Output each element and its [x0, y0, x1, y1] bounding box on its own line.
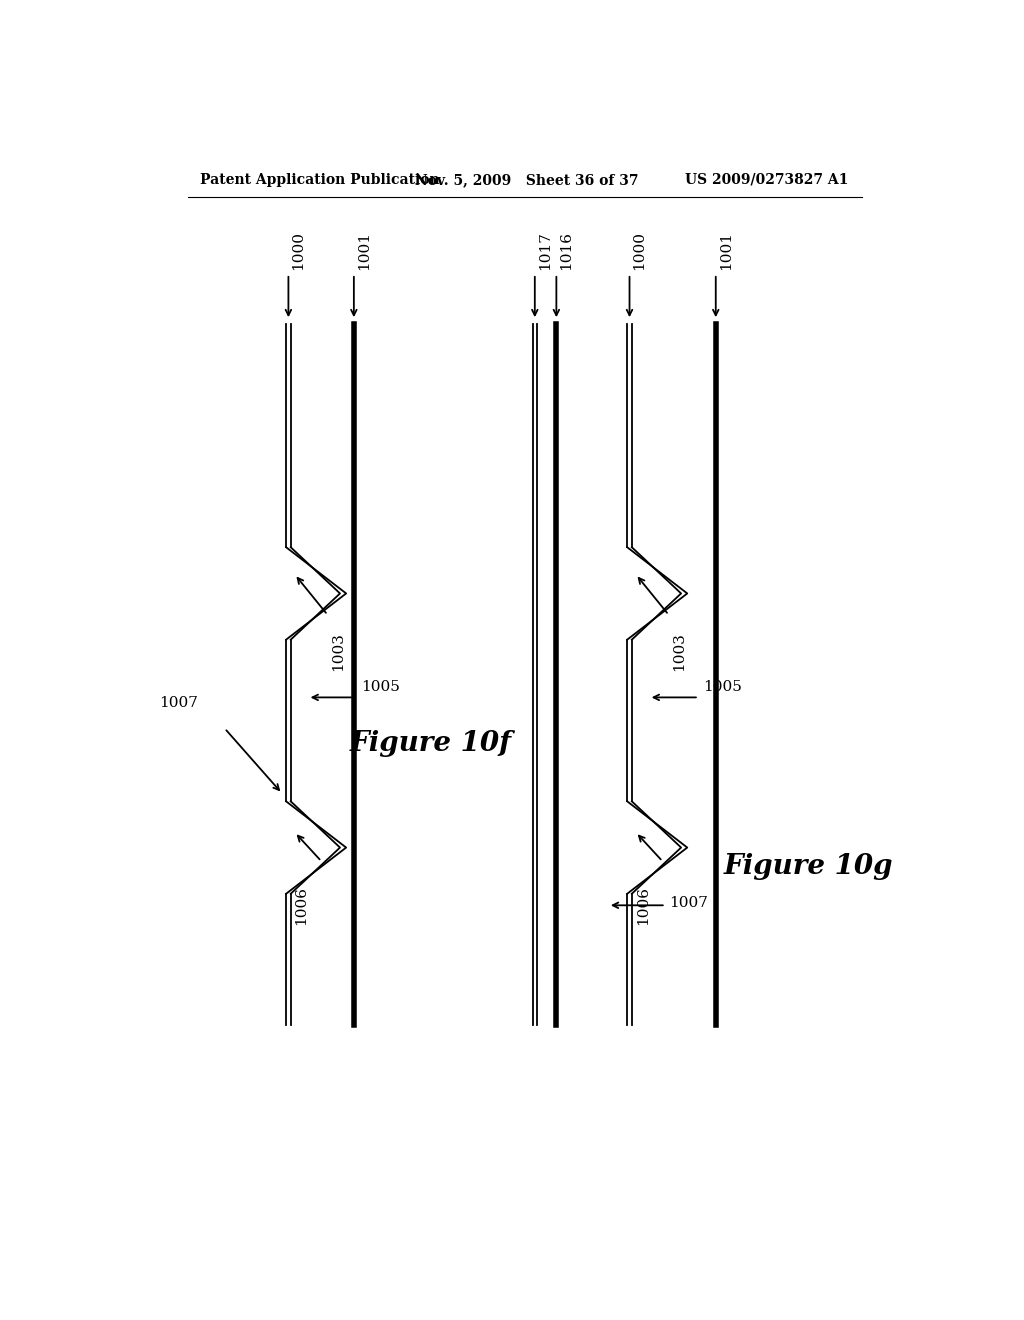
Text: 1016: 1016	[559, 231, 573, 271]
Text: 1017: 1017	[538, 231, 552, 271]
Text: Figure 10f: Figure 10f	[350, 730, 512, 758]
Text: 1001: 1001	[357, 231, 371, 271]
Text: 1006: 1006	[295, 886, 308, 925]
Text: 1001: 1001	[719, 231, 733, 271]
Text: 1000: 1000	[633, 231, 646, 271]
Text: 1007: 1007	[670, 896, 709, 909]
Text: Figure 10g: Figure 10g	[723, 853, 893, 880]
Text: 1005: 1005	[361, 680, 400, 693]
Text: 1005: 1005	[702, 680, 741, 693]
Text: 1003: 1003	[331, 632, 345, 671]
Text: 1006: 1006	[636, 886, 649, 925]
Text: 1007: 1007	[159, 697, 198, 710]
Text: 1003: 1003	[672, 632, 686, 671]
Text: Patent Application Publication: Patent Application Publication	[200, 173, 439, 187]
Text: US 2009/0273827 A1: US 2009/0273827 A1	[685, 173, 848, 187]
Text: Nov. 5, 2009   Sheet 36 of 37: Nov. 5, 2009 Sheet 36 of 37	[416, 173, 639, 187]
Text: 1000: 1000	[292, 231, 305, 271]
